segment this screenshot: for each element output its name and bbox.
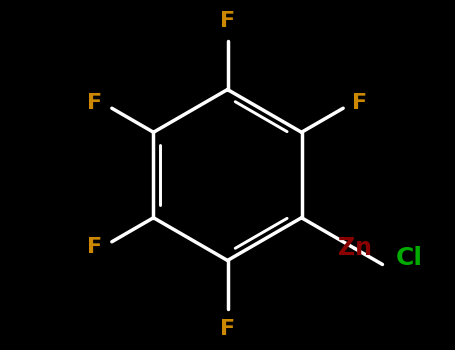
Text: F: F <box>87 93 102 113</box>
Text: F: F <box>353 93 368 113</box>
Text: Cl: Cl <box>396 246 423 270</box>
Text: F: F <box>87 237 102 257</box>
Text: F: F <box>220 319 235 339</box>
Text: F: F <box>220 11 235 31</box>
Text: Zn: Zn <box>338 237 372 260</box>
